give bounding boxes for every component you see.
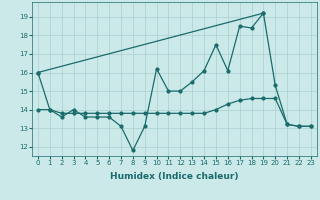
X-axis label: Humidex (Indice chaleur): Humidex (Indice chaleur) bbox=[110, 172, 239, 181]
